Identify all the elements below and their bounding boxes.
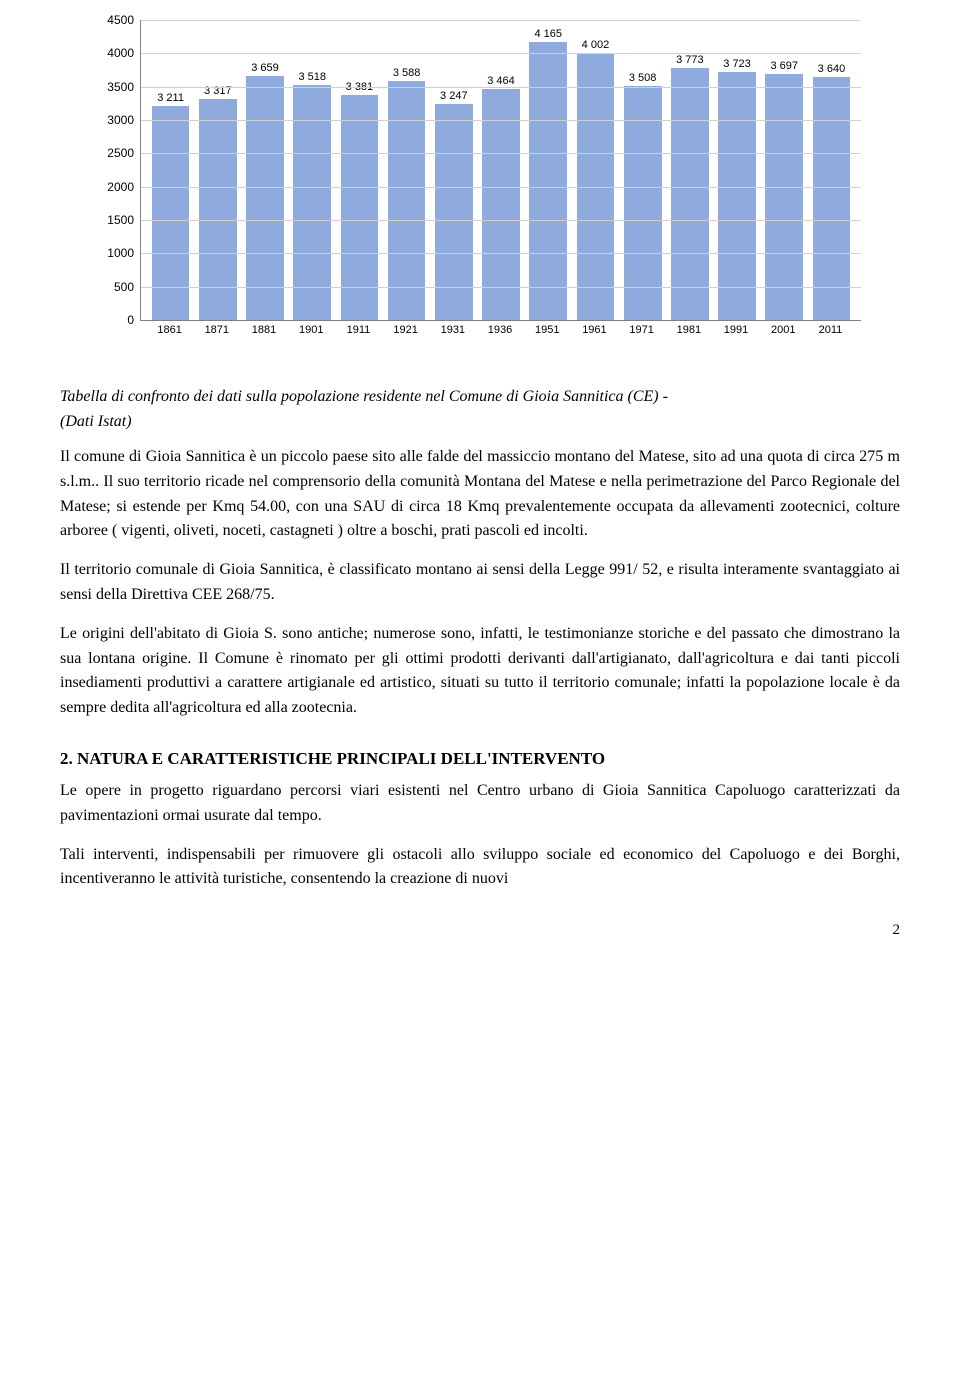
bar (813, 77, 851, 320)
bar-value-label: 3 659 (251, 62, 279, 74)
bar (246, 76, 284, 320)
chart-gridline (141, 253, 861, 254)
x-tick-label: 1911 (335, 324, 382, 336)
chart-gridline (141, 153, 861, 154)
chart-gridline (141, 53, 861, 54)
paragraph-1: Il comune di Gioia Sannitica è un piccol… (60, 445, 900, 544)
bar-value-label: 3 773 (676, 54, 704, 66)
document-page: 0 500 1000 1500 2000 2500 3000 3500 4000 4500 3 2… (0, 0, 960, 979)
chart-y-axis: 050010001500200025003000350040004500 (70, 20, 140, 320)
y-tick-label: 2000 (74, 180, 134, 194)
y-tick-label: 500 (74, 280, 134, 294)
y-tick-label: 2500 (74, 146, 134, 160)
bar (765, 74, 803, 320)
bar-column: 3 697 (761, 20, 808, 320)
paragraph-3: Le origini dell'abitato di Gioia S. sono… (60, 622, 900, 721)
bar-column: 3 588 (383, 20, 430, 320)
section-2-paragraph-1: Le opere in progetto riguardano percorsi… (60, 779, 900, 829)
bar-column: 3 659 (241, 20, 288, 320)
bar-value-label: 3 508 (629, 72, 657, 84)
y-tick-label: 4000 (74, 46, 134, 60)
bar-column: 3 518 (289, 20, 336, 320)
chart-x-axis-labels: 1861187118811901191119211931193619511961… (140, 324, 860, 336)
bar-column: 3 723 (713, 20, 760, 320)
x-tick-label: 1951 (524, 324, 571, 336)
x-tick-label: 1936 (476, 324, 523, 336)
y-tick-label: 1000 (74, 246, 134, 260)
population-bar-chart: 050010001500200025003000350040004500 3 2… (70, 20, 890, 360)
bar (718, 72, 756, 320)
x-tick-label: 1901 (288, 324, 335, 336)
bar-column: 4 002 (572, 20, 619, 320)
bar-value-label: 3 640 (818, 63, 846, 75)
bar-value-label: 3 247 (440, 90, 468, 102)
bar (529, 42, 567, 320)
x-tick-label: 1881 (240, 324, 287, 336)
x-tick-label: 1931 (429, 324, 476, 336)
section-2-heading: 2. NATURA E CARATTERISTICHE PRINCIPALI D… (60, 749, 900, 769)
x-tick-label: 1921 (382, 324, 429, 336)
x-tick-label: 1861 (146, 324, 193, 336)
bar-column: 3 508 (619, 20, 666, 320)
bar-value-label: 3 211 (157, 92, 184, 104)
chart-gridline (141, 87, 861, 88)
bar-column: 3 640 (808, 20, 855, 320)
y-tick-label: 3500 (74, 80, 134, 94)
bar-value-label: 3 697 (770, 60, 798, 72)
x-tick-label: 1871 (193, 324, 240, 336)
bar-column: 3 381 (336, 20, 383, 320)
bar-value-label: 3 518 (298, 71, 326, 83)
page-number: 2 (60, 922, 900, 939)
y-tick-label: 4500 (74, 13, 134, 27)
chart-gridline (141, 20, 861, 21)
x-tick-label: 1971 (618, 324, 665, 336)
paragraph-2: Il territorio comunale di Gioia Sannitic… (60, 558, 900, 608)
chart-gridline (141, 187, 861, 188)
bar-value-label: 3 723 (723, 58, 751, 70)
bar (388, 81, 426, 320)
y-tick-label: 3000 (74, 113, 134, 127)
bar (482, 89, 520, 320)
chart-gridline (141, 220, 861, 221)
bar-column: 3 773 (666, 20, 713, 320)
chart-caption-line1: Tabella di confronto dei dati sulla popo… (60, 385, 900, 409)
chart-plot-area: 3 211 3 317 3 659 3 518 3 381 3 588 3 247 3 464… (140, 20, 861, 321)
x-tick-label: 1961 (571, 324, 618, 336)
bar (152, 106, 190, 320)
bar-column: 3 317 (194, 20, 241, 320)
bar (624, 86, 662, 320)
chart-gridline (141, 120, 861, 121)
section-2-paragraph-2: Tali interventi, indispensabili per rimu… (60, 843, 900, 893)
chart-bars: 3 211 3 317 3 659 3 518 3 381 3 588 3 247 3 464… (141, 20, 861, 320)
bar-column: 3 247 (430, 20, 477, 320)
y-tick-label: 0 (74, 313, 134, 327)
bar-value-label: 4 165 (534, 28, 562, 40)
bar-column: 3 211 (147, 20, 194, 320)
x-tick-label: 2011 (807, 324, 854, 336)
bar-column: 4 165 (525, 20, 572, 320)
x-tick-label: 2001 (760, 324, 807, 336)
chart-caption-line2: (Dati Istat) (60, 413, 900, 431)
x-tick-label: 1991 (712, 324, 759, 336)
x-tick-label: 1981 (665, 324, 712, 336)
y-tick-label: 1500 (74, 213, 134, 227)
bar (671, 68, 709, 320)
bar-value-label: 3 588 (393, 67, 421, 79)
bar-value-label: 4 002 (582, 39, 610, 51)
bar-column: 3 464 (477, 20, 524, 320)
chart-gridline (141, 287, 861, 288)
bar-value-label: 3 464 (487, 75, 515, 87)
